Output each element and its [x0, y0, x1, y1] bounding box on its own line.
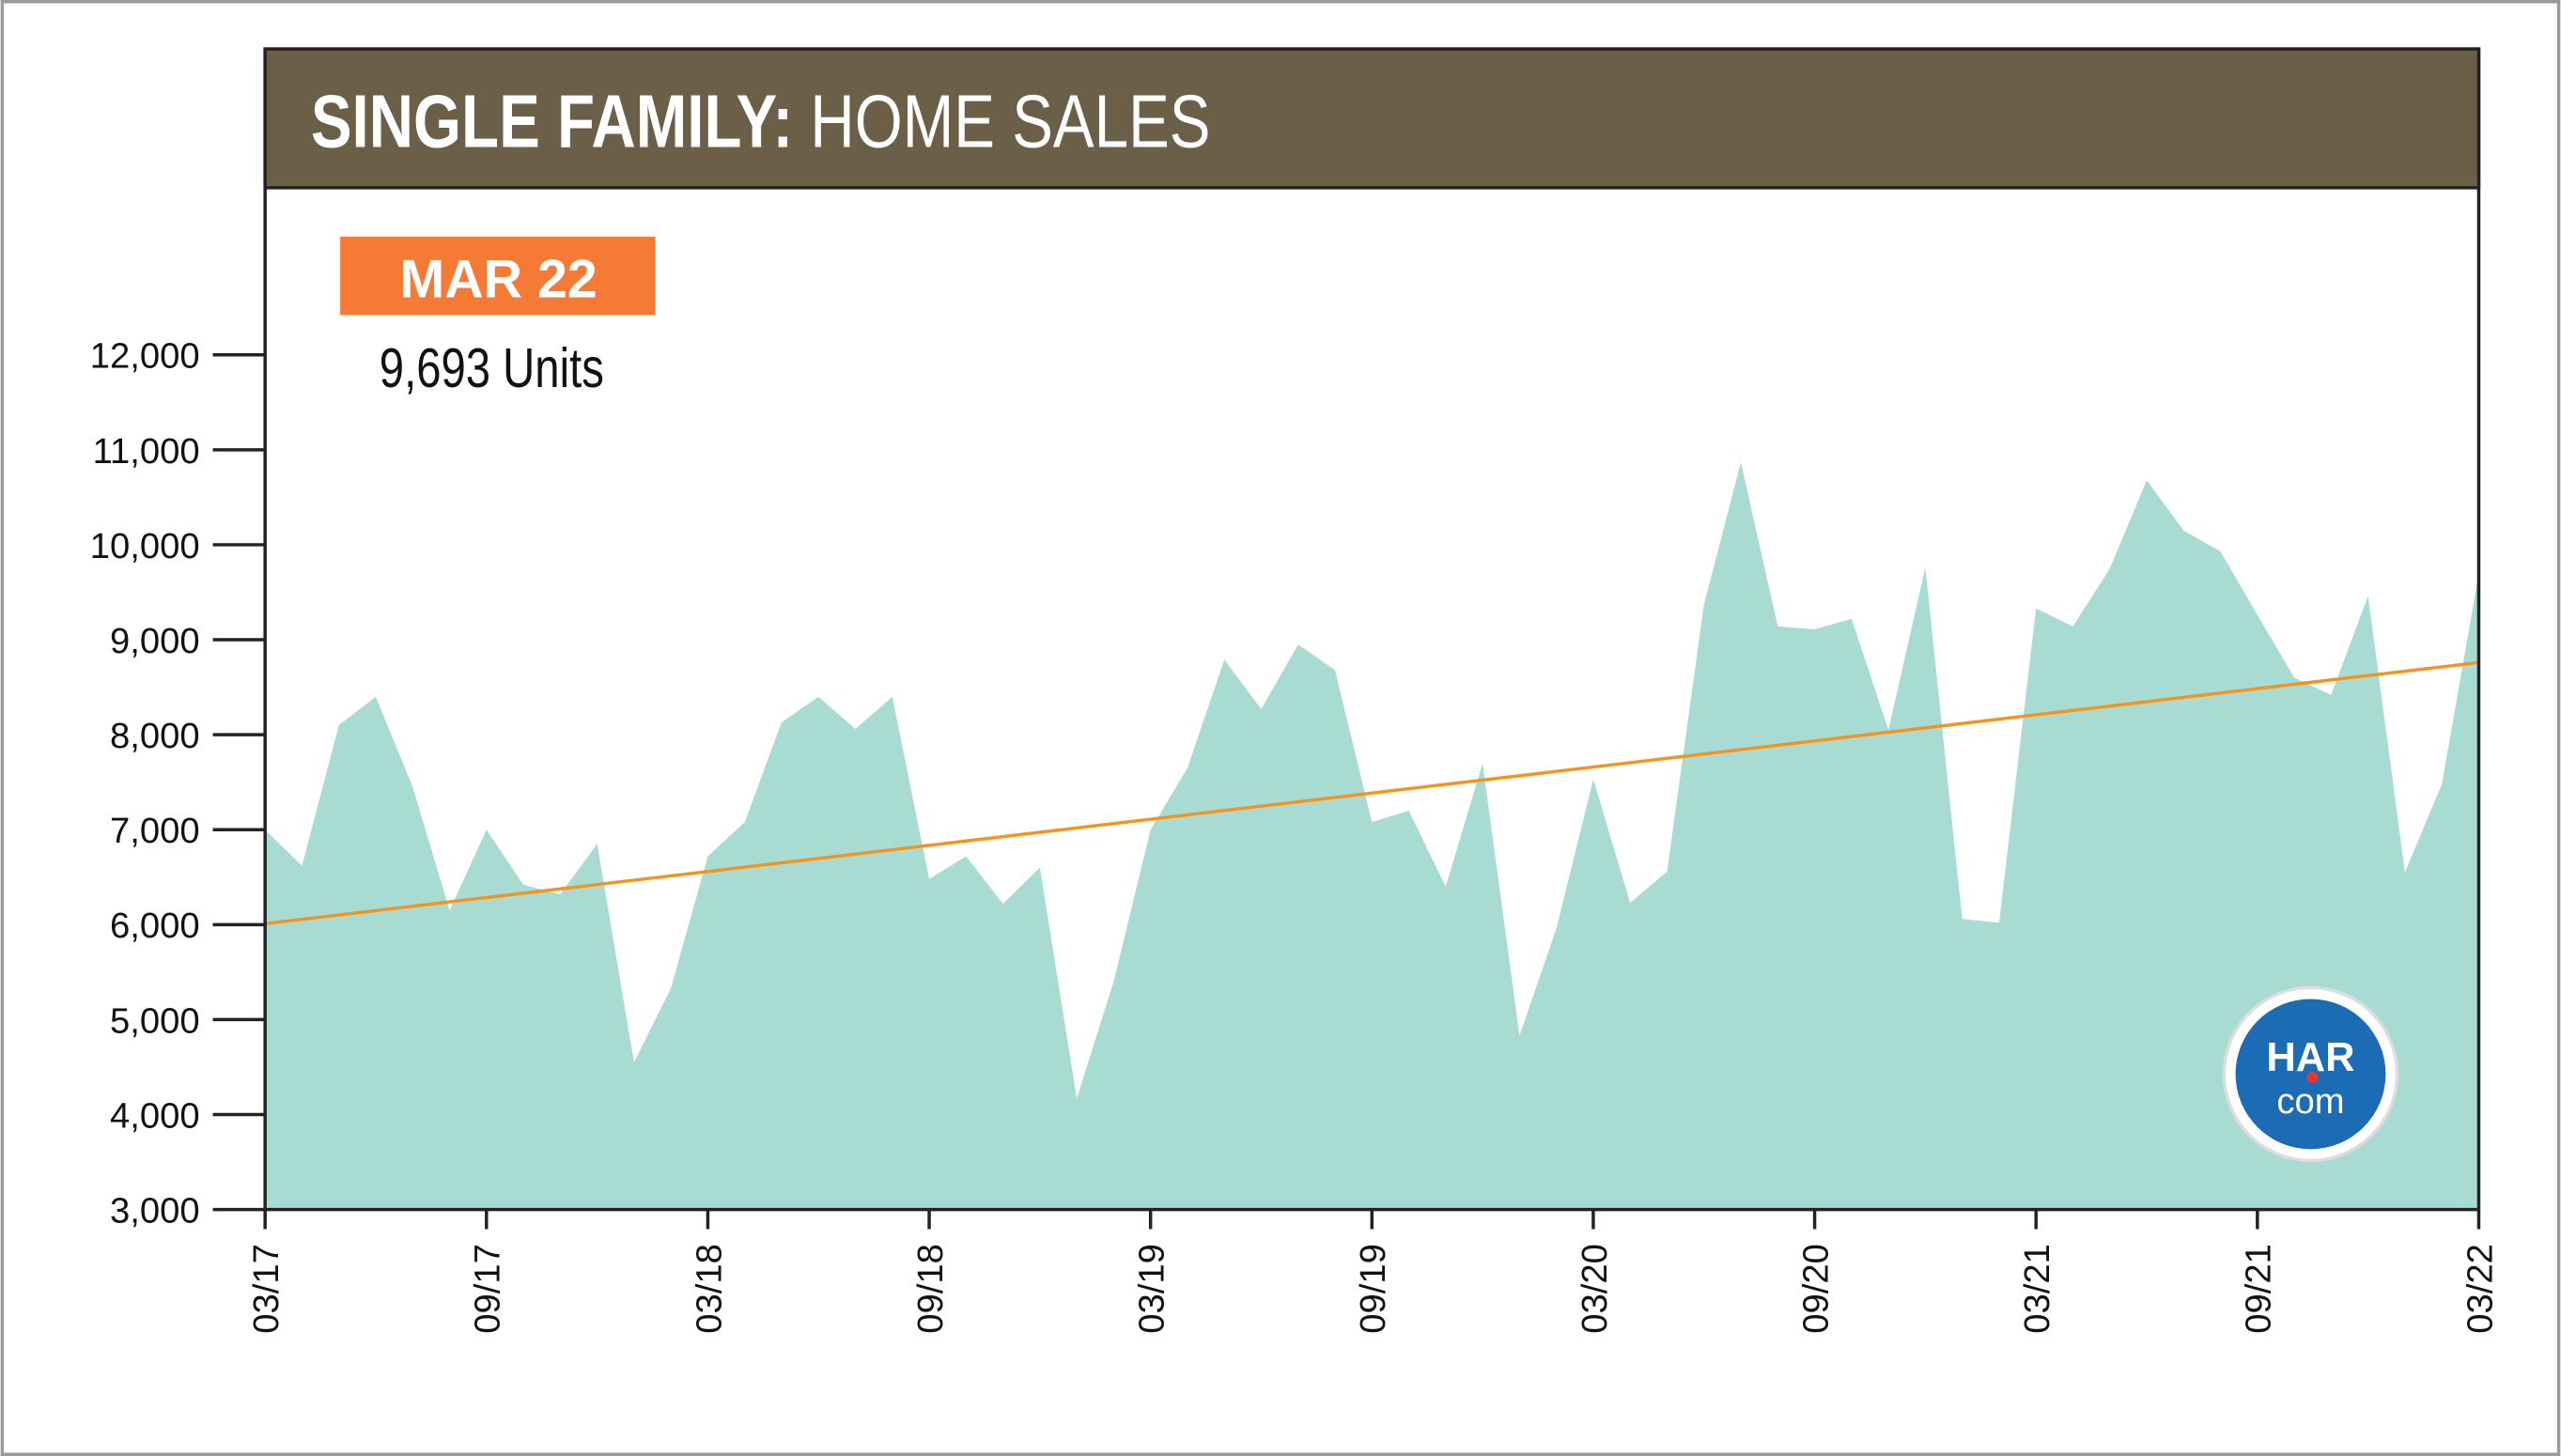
x-tick-label: 03/20 [1575, 1244, 1615, 1334]
x-tick-label: 03/22 [2460, 1244, 2500, 1334]
x-tick-label: 03/21 [2017, 1244, 2057, 1334]
x-tick-label: 03/19 [1132, 1244, 1172, 1334]
title-lead: SINGLE FAMILY: [311, 80, 793, 163]
logo-bottom: com [2276, 1081, 2344, 1122]
plot-area: 3,000 4,000 5,000 6,000 7,000 8,000 9,000 10,00… [90, 47, 2500, 1334]
x-tick-label: 09/20 [1795, 1244, 1836, 1334]
area [265, 461, 2479, 1210]
y-tick-label: 7,000 [110, 811, 200, 851]
x-tick-label: 03/17 [246, 1244, 287, 1334]
trend-line [264, 660, 2479, 926]
x-tick-label: 09/18 [910, 1244, 951, 1334]
logo-dot [2306, 1071, 2319, 1083]
y-tick-label: 5,000 [110, 1000, 200, 1041]
y-tick-label: 3,000 [110, 1191, 200, 1231]
y-tick-label: 6,000 [110, 906, 200, 946]
badge-bg [340, 236, 656, 316]
title-rest: HOME SALES [810, 80, 1210, 163]
y-tick-label: 9,000 [110, 621, 200, 661]
annotation-text: 9,693 Units [380, 338, 604, 399]
x-tick-label: 09/17 [468, 1244, 508, 1334]
x-tick-label: 09/19 [1353, 1244, 1393, 1334]
annotation-badge: MAR 22 [400, 249, 598, 309]
y-tick-label: 4,000 [110, 1095, 200, 1136]
header-band [263, 47, 2481, 190]
y-tick-label: 11,000 [93, 431, 200, 472]
y-tick-label: 10,000 [90, 526, 200, 566]
y-tick-label: 8,000 [110, 716, 200, 756]
y-tick-label: 12,000 [90, 336, 200, 377]
chart-title: SINGLE FAMILY: HOME SALES [311, 80, 1211, 163]
x-tick-label: 09/21 [2239, 1244, 2279, 1334]
x-tick-label: 03/18 [689, 1244, 729, 1334]
